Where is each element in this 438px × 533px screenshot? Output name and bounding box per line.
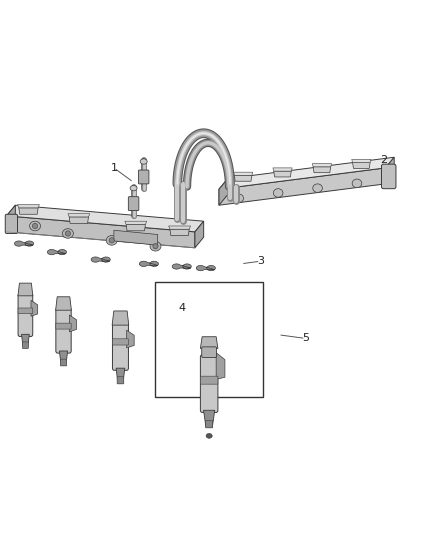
Polygon shape bbox=[56, 297, 71, 310]
Ellipse shape bbox=[153, 244, 158, 249]
Polygon shape bbox=[21, 334, 29, 348]
Polygon shape bbox=[7, 205, 204, 232]
Ellipse shape bbox=[29, 221, 40, 231]
Polygon shape bbox=[219, 179, 228, 205]
Polygon shape bbox=[219, 168, 385, 205]
Polygon shape bbox=[126, 224, 145, 231]
Polygon shape bbox=[169, 226, 191, 229]
FancyBboxPatch shape bbox=[56, 308, 71, 353]
FancyBboxPatch shape bbox=[18, 294, 33, 336]
Polygon shape bbox=[312, 164, 332, 167]
Ellipse shape bbox=[32, 223, 38, 229]
Ellipse shape bbox=[206, 433, 212, 438]
FancyBboxPatch shape bbox=[60, 359, 67, 366]
FancyBboxPatch shape bbox=[201, 347, 216, 358]
Polygon shape bbox=[273, 168, 292, 171]
Polygon shape bbox=[7, 205, 15, 232]
Ellipse shape bbox=[313, 184, 322, 192]
FancyBboxPatch shape bbox=[200, 376, 218, 384]
Ellipse shape bbox=[273, 189, 283, 197]
Polygon shape bbox=[139, 261, 159, 266]
Polygon shape bbox=[69, 217, 88, 223]
Polygon shape bbox=[18, 205, 39, 208]
Ellipse shape bbox=[234, 194, 244, 203]
FancyBboxPatch shape bbox=[138, 170, 149, 184]
FancyBboxPatch shape bbox=[22, 342, 28, 349]
Polygon shape bbox=[127, 330, 134, 348]
Text: 5: 5 bbox=[302, 334, 309, 343]
Polygon shape bbox=[195, 221, 204, 248]
Polygon shape bbox=[112, 311, 129, 325]
Text: 2: 2 bbox=[380, 155, 387, 165]
Polygon shape bbox=[274, 171, 291, 177]
Polygon shape bbox=[18, 283, 33, 296]
Polygon shape bbox=[200, 337, 218, 349]
FancyBboxPatch shape bbox=[117, 377, 124, 384]
Polygon shape bbox=[125, 221, 147, 224]
Polygon shape bbox=[170, 229, 189, 236]
FancyBboxPatch shape bbox=[206, 421, 213, 428]
Ellipse shape bbox=[352, 179, 362, 188]
Polygon shape bbox=[47, 249, 67, 255]
Polygon shape bbox=[60, 351, 67, 366]
Ellipse shape bbox=[130, 185, 137, 191]
Polygon shape bbox=[19, 208, 38, 214]
FancyBboxPatch shape bbox=[200, 355, 218, 413]
Polygon shape bbox=[68, 214, 90, 217]
Polygon shape bbox=[91, 257, 110, 262]
FancyBboxPatch shape bbox=[113, 339, 128, 345]
Polygon shape bbox=[352, 159, 371, 163]
Polygon shape bbox=[385, 157, 394, 184]
Ellipse shape bbox=[65, 231, 71, 236]
Polygon shape bbox=[196, 265, 215, 271]
Polygon shape bbox=[216, 353, 225, 379]
Polygon shape bbox=[172, 264, 191, 269]
Text: 4: 4 bbox=[178, 303, 185, 313]
FancyBboxPatch shape bbox=[56, 323, 71, 329]
Polygon shape bbox=[233, 172, 253, 175]
Ellipse shape bbox=[106, 236, 117, 245]
Ellipse shape bbox=[62, 229, 73, 238]
Polygon shape bbox=[31, 301, 38, 316]
Polygon shape bbox=[7, 216, 195, 248]
FancyBboxPatch shape bbox=[18, 308, 33, 314]
Polygon shape bbox=[204, 410, 215, 427]
Text: 1: 1 bbox=[110, 163, 117, 173]
Ellipse shape bbox=[109, 238, 114, 243]
Polygon shape bbox=[234, 175, 252, 181]
Bar bbox=[155, 282, 263, 397]
Polygon shape bbox=[114, 230, 158, 245]
Polygon shape bbox=[14, 241, 34, 246]
FancyBboxPatch shape bbox=[381, 164, 396, 189]
FancyBboxPatch shape bbox=[128, 197, 139, 211]
Polygon shape bbox=[69, 315, 77, 332]
Text: 3: 3 bbox=[257, 256, 264, 266]
Polygon shape bbox=[116, 368, 125, 383]
Polygon shape bbox=[219, 157, 394, 189]
Ellipse shape bbox=[140, 159, 147, 164]
Ellipse shape bbox=[150, 241, 161, 251]
Polygon shape bbox=[313, 167, 331, 173]
FancyBboxPatch shape bbox=[5, 214, 18, 233]
FancyBboxPatch shape bbox=[113, 323, 128, 370]
Polygon shape bbox=[353, 163, 370, 168]
